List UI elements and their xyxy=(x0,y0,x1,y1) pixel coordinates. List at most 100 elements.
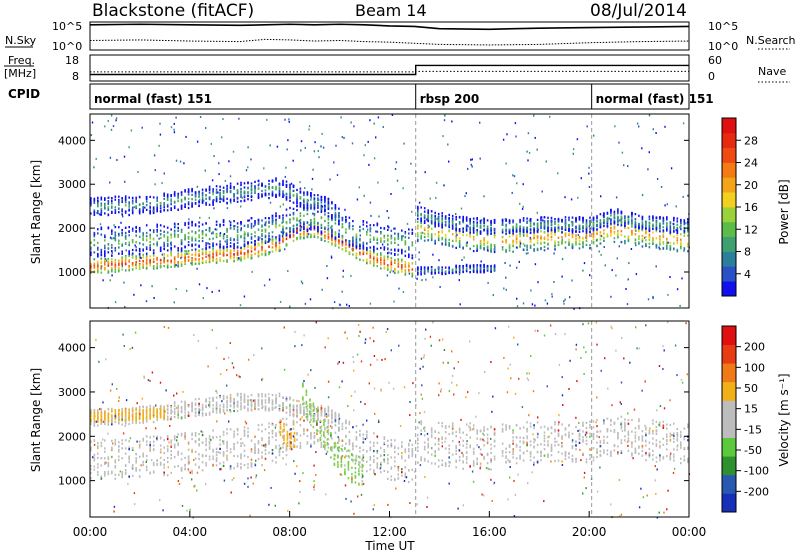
range-cell xyxy=(596,244,598,247)
range-cell xyxy=(121,199,123,202)
range-cell xyxy=(533,243,535,247)
range-cell xyxy=(458,269,461,272)
range-cell xyxy=(438,259,440,262)
range-cell xyxy=(163,257,165,259)
range-cell xyxy=(312,168,314,171)
range-cell xyxy=(448,218,450,221)
range-cell xyxy=(448,216,450,220)
range-cell xyxy=(512,230,514,233)
range-cell xyxy=(423,235,426,239)
y-tick-label: 2000 xyxy=(58,222,86,235)
y-tick-label: 4000 xyxy=(58,134,86,147)
range-cell xyxy=(121,256,123,259)
range-cell xyxy=(191,437,193,441)
range-cell xyxy=(288,120,290,123)
range-cell xyxy=(205,259,207,263)
range-cell xyxy=(324,236,326,239)
range-cell xyxy=(236,230,239,233)
range-cell xyxy=(215,251,218,254)
range-cell xyxy=(107,262,110,265)
range-cell xyxy=(543,237,546,241)
range-cell xyxy=(582,244,584,247)
range-cell xyxy=(238,258,240,261)
range-cell xyxy=(264,228,267,231)
range-cell xyxy=(596,228,598,231)
range-cell xyxy=(296,202,298,205)
range-cell xyxy=(394,237,396,240)
range-cell xyxy=(655,246,658,249)
range-cell xyxy=(512,240,514,244)
colorbar-swatch xyxy=(722,207,736,223)
range-cell xyxy=(213,207,215,210)
range-cell xyxy=(205,250,207,253)
range-cell xyxy=(135,205,137,208)
range-cell xyxy=(142,460,144,463)
range-cell xyxy=(462,227,464,230)
range-cell xyxy=(121,260,123,263)
range-cell xyxy=(233,433,235,436)
range-cell xyxy=(641,215,644,218)
range-cell xyxy=(240,444,242,448)
range-cell xyxy=(240,227,242,230)
range-cell xyxy=(226,227,228,231)
range-cell xyxy=(187,459,190,462)
range-cell xyxy=(652,223,654,226)
range-cell xyxy=(444,238,447,241)
range-cell xyxy=(441,218,443,221)
range-cell xyxy=(383,259,386,262)
range-cell xyxy=(394,268,396,271)
range-cell xyxy=(268,239,270,242)
range-cell xyxy=(118,207,120,210)
range-cell xyxy=(261,238,263,241)
range-cell xyxy=(547,243,549,246)
range-cell xyxy=(575,233,577,237)
range-cell xyxy=(376,259,379,262)
range-cell xyxy=(313,225,316,228)
range-cell xyxy=(226,248,228,252)
range-cell xyxy=(330,226,332,229)
range-cell xyxy=(226,428,228,431)
range-cell xyxy=(493,220,496,224)
range-cell xyxy=(582,218,584,222)
range-cell xyxy=(194,198,197,201)
range-cell xyxy=(133,293,135,296)
range-cell xyxy=(186,289,188,292)
range-cell xyxy=(259,236,261,239)
range-cell xyxy=(362,252,365,256)
range-cell xyxy=(159,202,162,205)
range-cell xyxy=(540,230,542,233)
range-cell xyxy=(380,267,382,270)
range-cell xyxy=(194,432,197,435)
range-cell xyxy=(666,218,668,221)
range-cell xyxy=(420,234,422,237)
range-cell xyxy=(397,237,400,240)
range-cell xyxy=(606,225,609,228)
range-cell xyxy=(149,211,151,214)
range-cell xyxy=(536,223,539,226)
range-cell xyxy=(304,146,306,149)
range-cell xyxy=(308,223,310,226)
range-cell xyxy=(455,227,457,230)
range-cell xyxy=(149,262,151,265)
range-cell xyxy=(533,229,535,232)
range-cell xyxy=(236,196,239,199)
range-cell xyxy=(444,241,447,244)
range-cell xyxy=(589,274,591,277)
range-cell xyxy=(437,224,440,228)
range-cell xyxy=(603,219,605,222)
range-cell xyxy=(271,430,274,433)
range-cell xyxy=(240,453,242,456)
range-cell xyxy=(577,234,580,236)
range-cell xyxy=(184,238,186,241)
range-cell xyxy=(187,221,190,224)
range-cell xyxy=(599,213,602,216)
range-cell xyxy=(408,262,410,265)
range-cell xyxy=(420,237,422,240)
range-cell xyxy=(373,157,376,160)
range-cell xyxy=(206,287,208,290)
range-cell xyxy=(596,223,598,226)
range-cell xyxy=(373,224,375,227)
range-cell xyxy=(465,225,468,228)
range-cell xyxy=(593,134,595,137)
range-cell xyxy=(292,201,295,204)
